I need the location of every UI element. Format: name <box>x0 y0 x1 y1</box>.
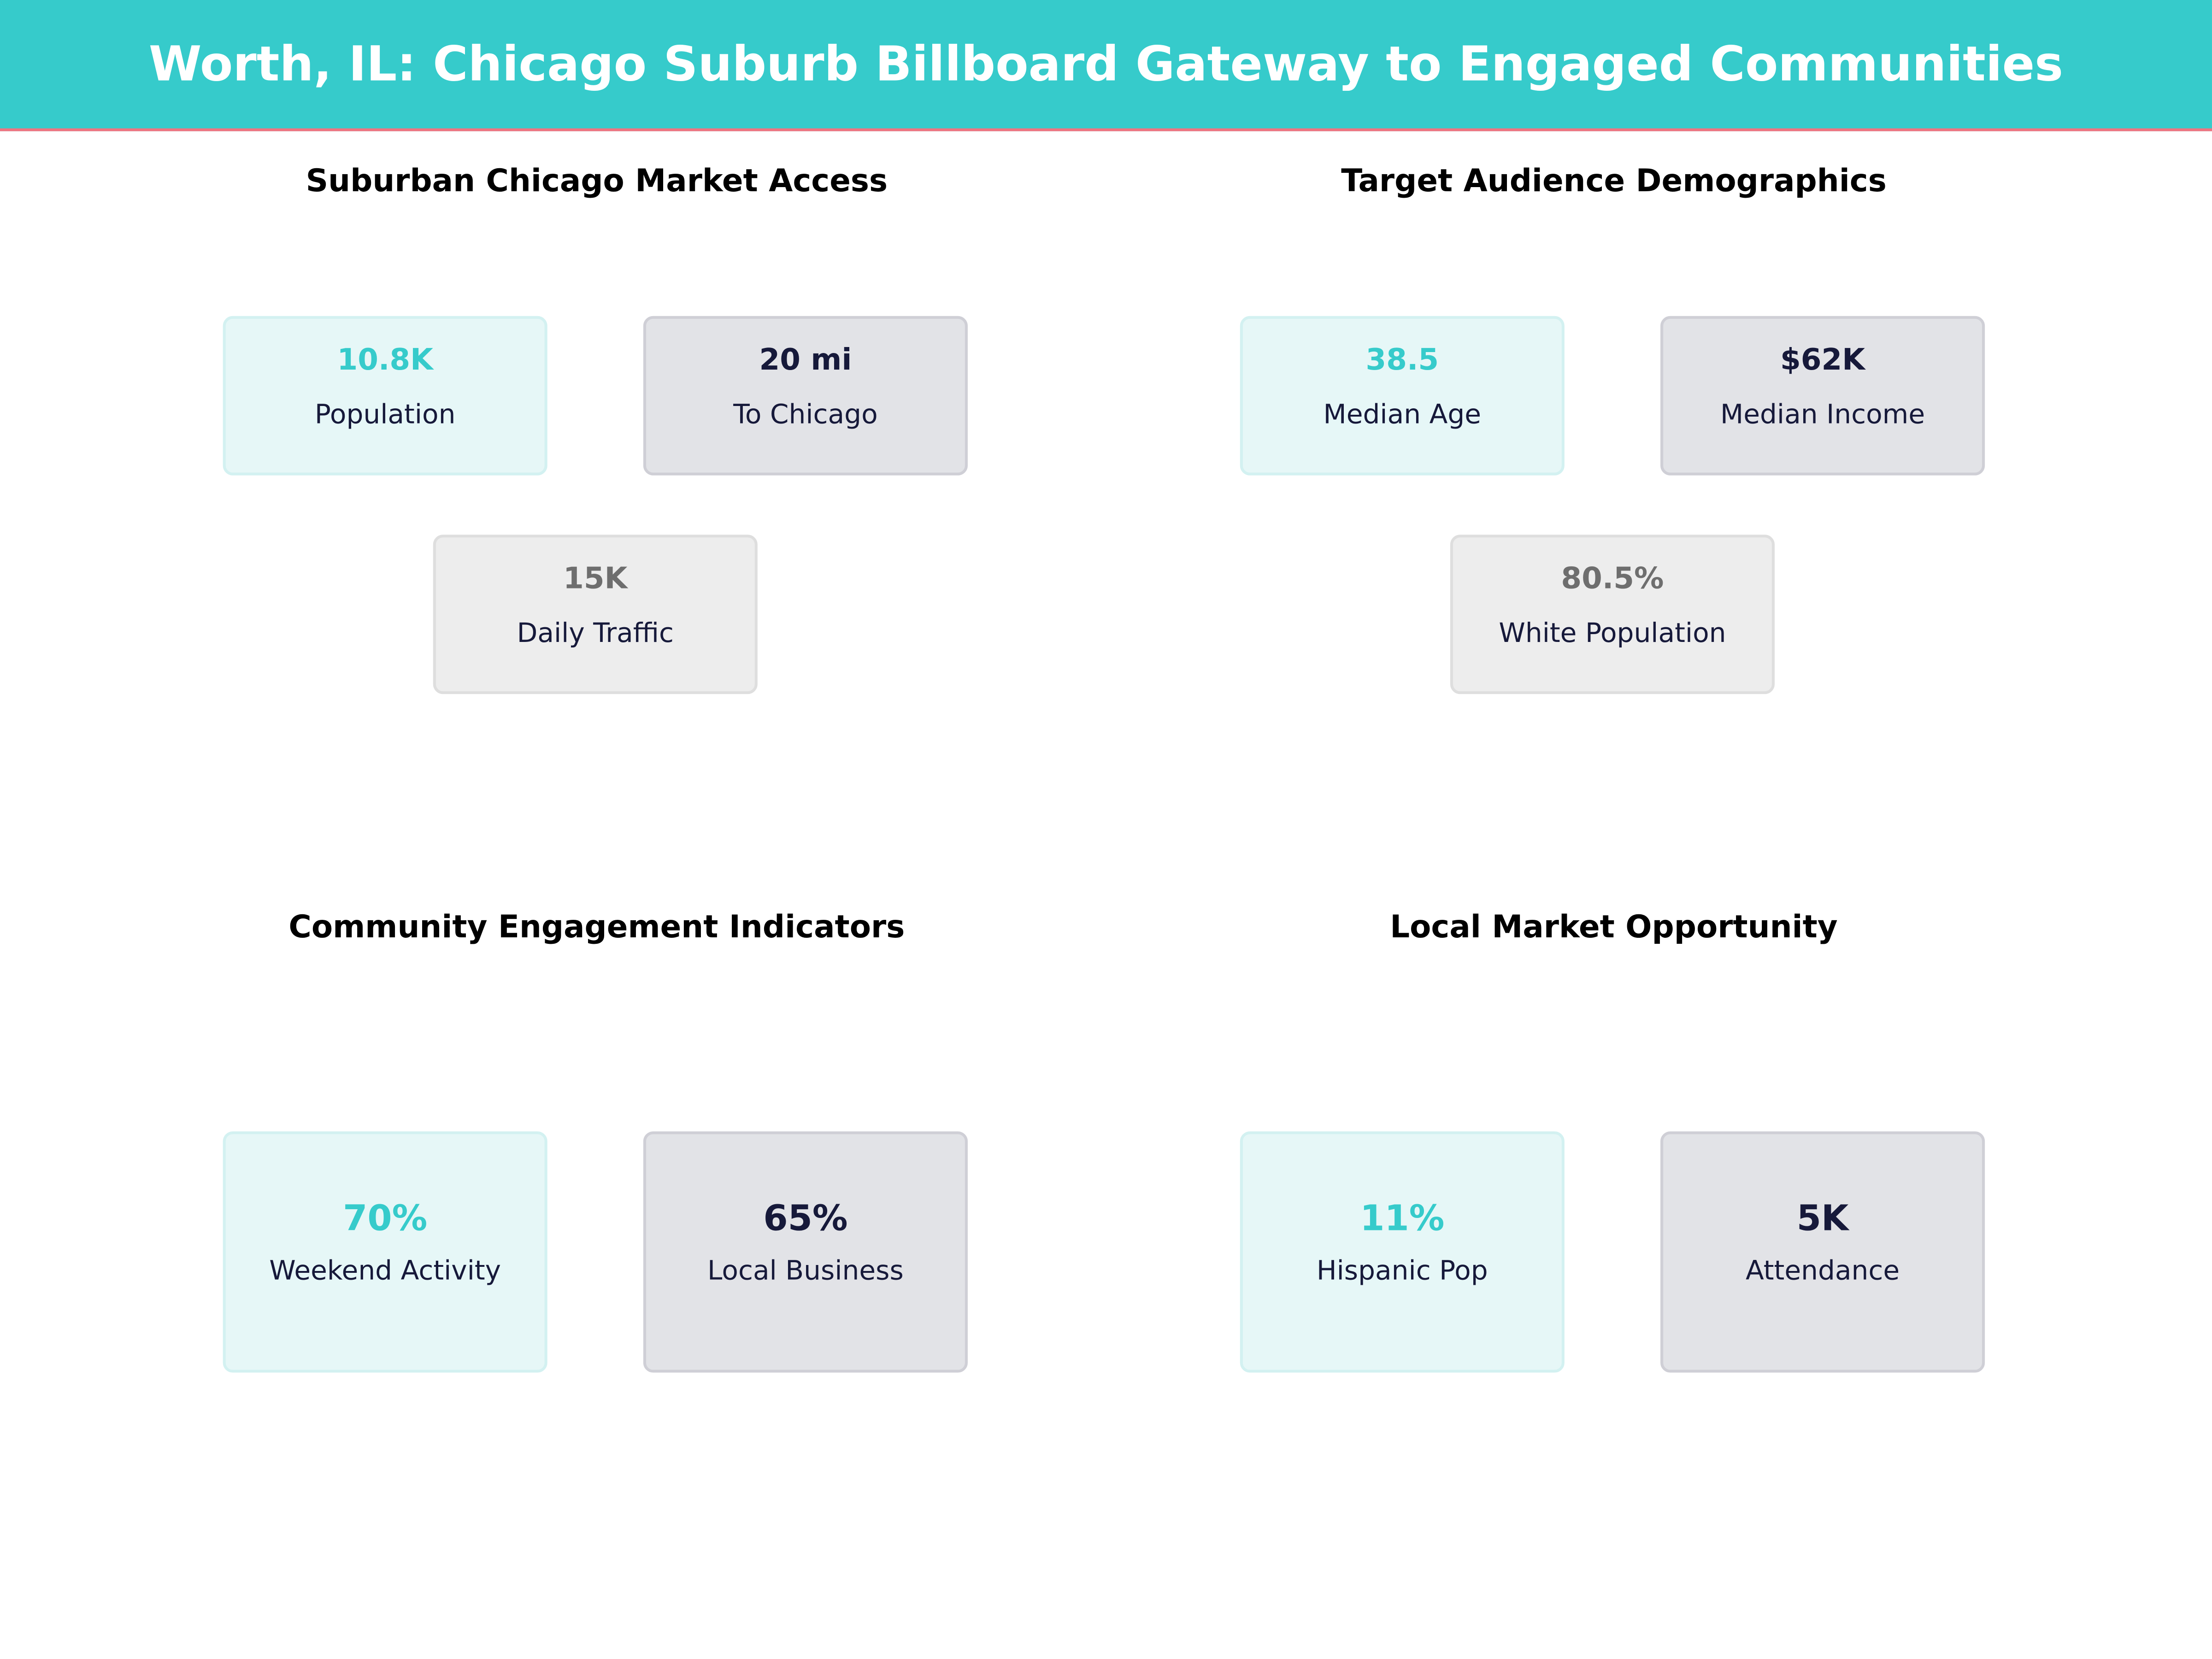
stat-card-white-population: 80.5% White Population <box>1450 535 1775 694</box>
stat-value: 65% <box>763 1197 848 1239</box>
stat-label: Local Business <box>707 1255 904 1287</box>
panel-title-engagement: Community Engagement Indicators <box>288 911 905 946</box>
stat-card-attendance: 5K Attendance <box>1660 1131 1985 1373</box>
stat-label: White Population <box>1499 618 1726 649</box>
stat-value: 15K <box>563 561 628 595</box>
stat-label: Median Income <box>1720 399 1925 430</box>
stat-value: 10.8K <box>337 342 433 377</box>
stat-value: 5K <box>1796 1197 1849 1239</box>
stat-label: Daily Traffic <box>517 618 674 649</box>
stat-card-local-business: 65% Local Business <box>643 1131 968 1373</box>
stat-value: 80.5% <box>1561 561 1664 595</box>
stat-card-to-chicago: 20 mi To Chicago <box>643 316 968 476</box>
panel-title-opportunity: Local Market Opportunity <box>1390 911 1838 946</box>
stat-value: 20 mi <box>759 342 852 377</box>
panel-title-market-access: Suburban Chicago Market Access <box>306 164 888 200</box>
stat-label: Weekend Activity <box>269 1255 501 1287</box>
stat-value: $62K <box>1780 342 1865 377</box>
stat-label: Population <box>314 399 456 430</box>
stat-label: To Chicago <box>733 399 878 430</box>
stat-value: 38.5 <box>1365 342 1439 377</box>
stat-value: 70% <box>343 1197 428 1239</box>
stat-label: Median Age <box>1323 399 1482 430</box>
stat-card-hispanic-pop: 11% Hispanic Pop <box>1240 1131 1565 1373</box>
stat-label: Attendance <box>1745 1255 1900 1287</box>
stat-card-weekend-activity: 70% Weekend Activity <box>223 1131 547 1373</box>
stat-card-median-age: 38.5 Median Age <box>1240 316 1565 476</box>
stat-value: 11% <box>1360 1197 1445 1239</box>
stat-card-median-income: $62K Median Income <box>1660 316 1985 476</box>
stat-card-daily-traffic: 15K Daily Traffic <box>433 535 758 694</box>
page-title: Worth, IL: Chicago Suburb Billboard Gate… <box>148 36 2064 93</box>
stat-label: Hispanic Pop <box>1316 1255 1488 1287</box>
header-banner: Worth, IL: Chicago Suburb Billboard Gate… <box>0 0 2212 131</box>
stat-card-population: 10.8K Population <box>223 316 547 476</box>
panel-title-demographics: Target Audience Demographics <box>1341 164 1887 200</box>
